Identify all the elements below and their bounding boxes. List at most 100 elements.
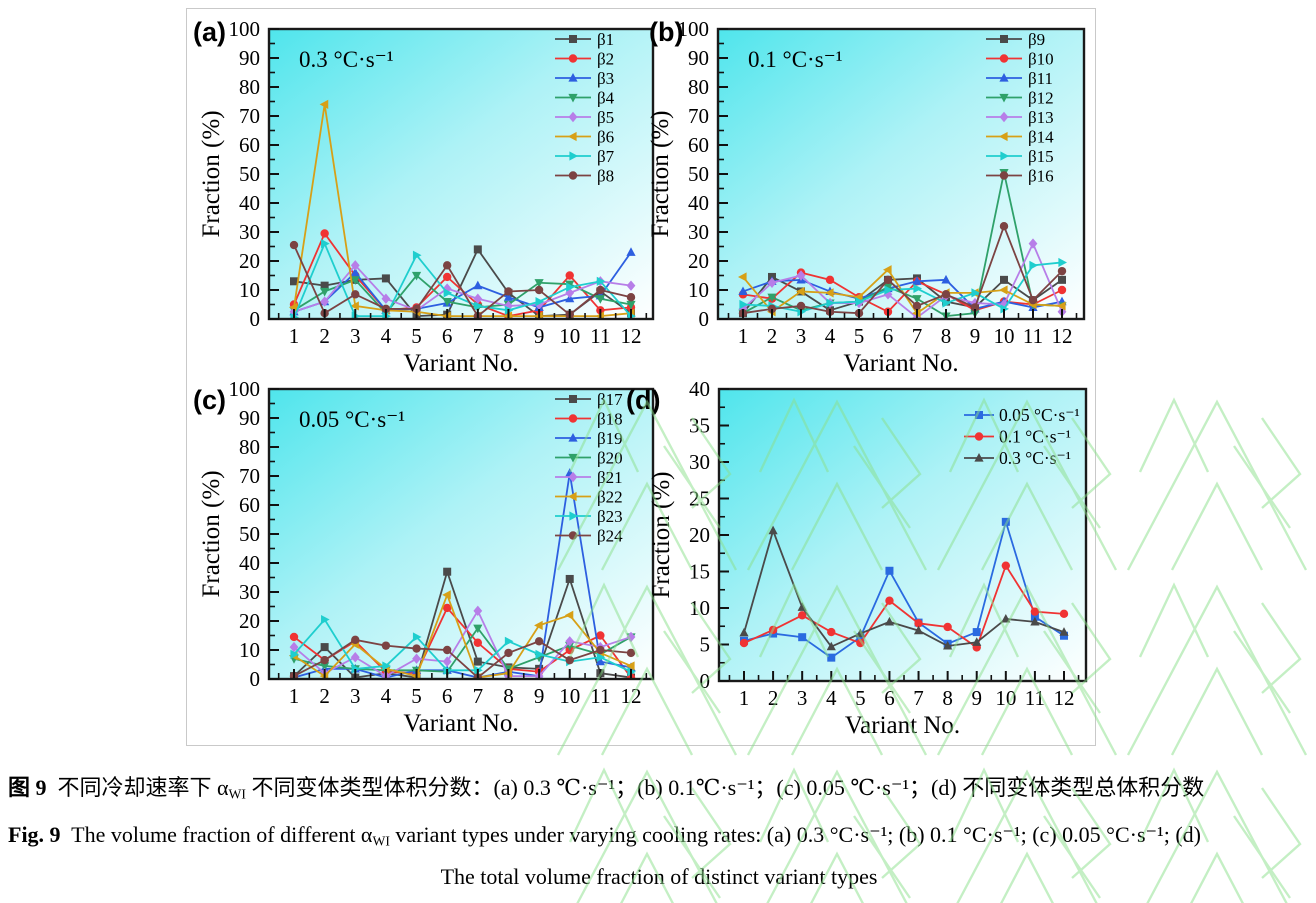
svg-text:5: 5 xyxy=(411,324,422,348)
svg-text:Variant No.: Variant No. xyxy=(845,712,960,739)
svg-text:1: 1 xyxy=(289,684,300,708)
svg-text:80: 80 xyxy=(688,75,709,99)
svg-text:β3: β3 xyxy=(597,69,614,88)
svg-text:70: 70 xyxy=(239,104,260,128)
svg-text:50: 50 xyxy=(688,162,709,186)
svg-text:10: 10 xyxy=(994,324,1015,348)
svg-text:3: 3 xyxy=(796,324,807,348)
y-axis-b: 0 10 20 30 40 50 60 70 80 90 100 xyxy=(678,17,728,331)
svg-text:Fraction (%): Fraction (%) xyxy=(647,110,674,237)
svg-text:1: 1 xyxy=(289,324,300,348)
svg-text:β24: β24 xyxy=(597,527,623,546)
svg-text:Fraction (%): Fraction (%) xyxy=(198,110,225,237)
svg-text:β17: β17 xyxy=(597,390,623,409)
svg-text:100: 100 xyxy=(229,377,261,401)
caption-cn-text1: 不同冷却速率下 α xyxy=(46,775,229,800)
svg-text:20: 20 xyxy=(239,249,260,273)
svg-text:3: 3 xyxy=(797,686,808,710)
caption-cn-sub: WI xyxy=(228,786,246,802)
svg-text:β10: β10 xyxy=(1028,50,1054,69)
svg-text:β9: β9 xyxy=(1028,30,1045,49)
svg-text:β2: β2 xyxy=(597,50,614,69)
svg-text:0.3 °C·s⁻¹: 0.3 °C·s⁻¹ xyxy=(299,47,394,72)
svg-text:30: 30 xyxy=(688,220,709,244)
svg-text:β1: β1 xyxy=(597,30,614,49)
svg-text:Fraction (%): Fraction (%) xyxy=(648,471,675,598)
svg-text:β7: β7 xyxy=(597,147,615,166)
caption-en-line2: The total volume fraction of distinct va… xyxy=(440,864,878,889)
svg-text:6: 6 xyxy=(883,324,894,348)
svg-text:0.1 °C·s⁻¹: 0.1 °C·s⁻¹ xyxy=(999,427,1071,447)
svg-text:100: 100 xyxy=(229,17,261,41)
svg-text:12: 12 xyxy=(1054,686,1075,710)
svg-text:9: 9 xyxy=(971,686,982,710)
svg-text:90: 90 xyxy=(688,46,709,70)
svg-text:40: 40 xyxy=(239,551,260,575)
caption-en-text2: variant types under varying cooling rate… xyxy=(389,822,1201,847)
svg-text:1: 1 xyxy=(739,686,750,710)
svg-text:12: 12 xyxy=(1052,324,1073,348)
svg-text:11: 11 xyxy=(590,684,610,708)
caption-english: Fig. 9 The volume fraction of different … xyxy=(8,822,1310,849)
svg-text:12: 12 xyxy=(621,324,642,348)
svg-text:β19: β19 xyxy=(597,429,623,448)
svg-text:6: 6 xyxy=(442,684,453,708)
svg-text:β18: β18 xyxy=(597,410,623,429)
svg-text:β8: β8 xyxy=(597,167,614,186)
svg-text:40: 40 xyxy=(688,191,709,215)
svg-text:70: 70 xyxy=(688,104,709,128)
caption-chinese: 图 9 不同冷却速率下 αWI 不同变体类型体积分数：(a) 0.3 ℃·s⁻¹… xyxy=(8,770,1310,802)
svg-text:30: 30 xyxy=(239,580,260,604)
svg-text:6: 6 xyxy=(884,686,895,710)
svg-text:60: 60 xyxy=(239,493,260,517)
series-β7 xyxy=(290,239,636,318)
svg-text:100: 100 xyxy=(678,17,710,41)
svg-text:12: 12 xyxy=(621,684,642,708)
svg-text:10: 10 xyxy=(559,684,580,708)
svg-text:7: 7 xyxy=(912,324,923,348)
caption-english-line2: The total volume fraction of distinct va… xyxy=(8,864,1310,890)
svg-text:80: 80 xyxy=(239,75,260,99)
svg-text:90: 90 xyxy=(239,46,260,70)
legend-d: 0.05 °C·s⁻¹0.1 °C·s⁻¹0.3 °C·s⁻¹ xyxy=(964,405,1080,468)
svg-text:5: 5 xyxy=(411,684,422,708)
svg-text:β11: β11 xyxy=(1028,69,1053,88)
svg-text:2: 2 xyxy=(319,324,330,348)
svg-text:(b): (b) xyxy=(649,17,683,47)
svg-text:0.05 °C·s⁻¹: 0.05 °C·s⁻¹ xyxy=(299,407,405,432)
svg-text:4: 4 xyxy=(381,684,392,708)
svg-text:9: 9 xyxy=(970,324,981,348)
svg-text:15: 15 xyxy=(689,560,710,584)
svg-text:0.1 °C·s⁻¹: 0.1 °C·s⁻¹ xyxy=(748,47,843,72)
svg-text:40: 40 xyxy=(689,377,710,401)
svg-text:7: 7 xyxy=(473,324,484,348)
svg-text:β22: β22 xyxy=(597,488,623,507)
svg-text:7: 7 xyxy=(473,684,484,708)
svg-text:β4: β4 xyxy=(597,89,615,108)
svg-text:5: 5 xyxy=(700,633,711,657)
figure-image: 0 10 20 30 40 50 60 70 80 90 100 1 2 3 4 5 6 7 8 9 10 11 12 Var… xyxy=(186,8,1096,746)
svg-text:β15: β15 xyxy=(1028,147,1054,166)
x-axis-a: 1 2 3 4 5 6 7 8 9 10 11 12 xyxy=(277,309,648,348)
svg-text:10: 10 xyxy=(689,596,710,620)
svg-text:(d): (d) xyxy=(626,385,660,415)
x-axis-b: 1 2 3 4 5 6 7 8 9 10 11 12 xyxy=(727,309,1078,348)
svg-text:30: 30 xyxy=(239,220,260,244)
svg-text:11: 11 xyxy=(1023,324,1043,348)
svg-text:7: 7 xyxy=(913,686,924,710)
svg-text:25: 25 xyxy=(689,487,710,511)
svg-text:(a): (a) xyxy=(193,17,226,47)
caption-en-text1: The volume fraction of different α xyxy=(60,822,373,847)
svg-text:5: 5 xyxy=(855,686,866,710)
svg-text:50: 50 xyxy=(239,162,260,186)
svg-text:Variant No.: Variant No. xyxy=(403,350,518,377)
caption-cn-label: 图 9 xyxy=(8,775,47,800)
y-axis-a: 0 10 20 30 40 50 60 70 80 90 100 xyxy=(229,17,279,331)
svg-text:Fraction (%): Fraction (%) xyxy=(198,470,225,597)
svg-text:8: 8 xyxy=(503,684,514,708)
svg-text:β12: β12 xyxy=(1028,89,1054,108)
